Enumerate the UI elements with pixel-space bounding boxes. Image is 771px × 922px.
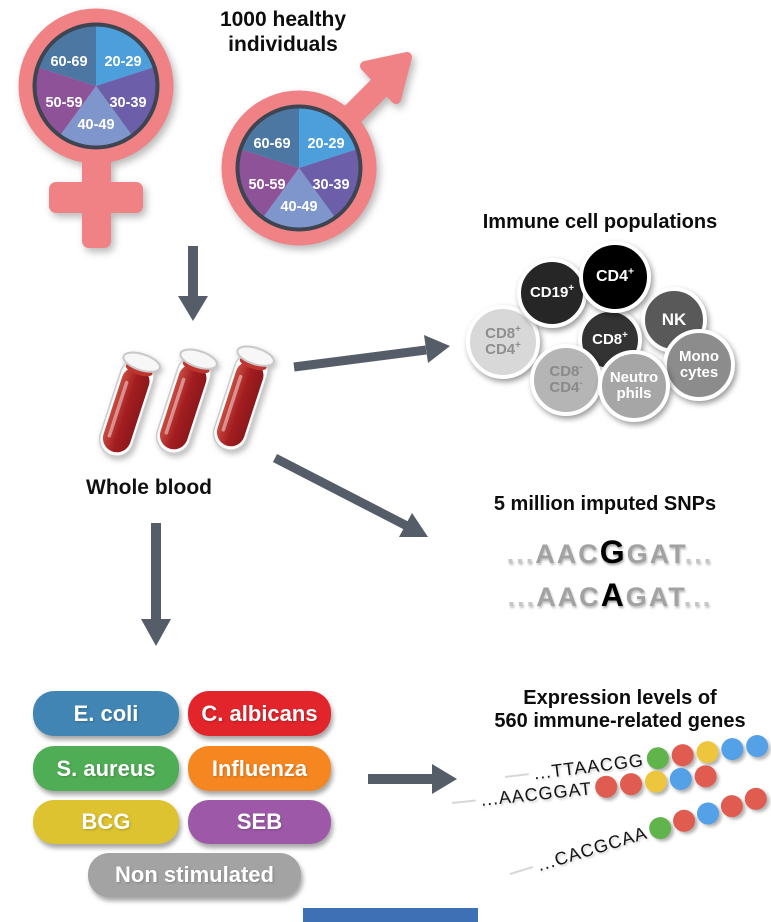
female-age-pie: 20-29 30-39 40-49 50-59 60-69 xyxy=(32,22,160,150)
snp-sequence-row-1: ...AACGGAT... xyxy=(506,534,714,570)
arrow-blood-to-cells xyxy=(293,335,450,372)
arrow-blood-to-stimuli xyxy=(141,523,171,646)
stimulus-pill-influenza: Influenza xyxy=(188,746,331,791)
age-label-60-69: 60-69 xyxy=(253,136,290,152)
expression-dot xyxy=(668,766,693,792)
strand-line xyxy=(504,773,529,778)
cell-cd19pos: CD19+ xyxy=(517,258,587,328)
male-symbol-icon: 20-29 30-39 40-49 50-59 60-69 xyxy=(221,52,412,246)
age-label-30-39: 30-39 xyxy=(312,177,349,193)
strand-line xyxy=(509,866,534,875)
age-label-40-49: 40-49 xyxy=(280,199,317,215)
age-label-50-59: 50-59 xyxy=(248,177,285,193)
arrow-stimuli-to-expression xyxy=(368,764,457,794)
snps-title: 5 million imputed SNPs xyxy=(493,493,717,515)
expression-dot xyxy=(618,772,643,797)
expression-dot xyxy=(643,769,668,794)
cohort-title: 1000 healthy individuals xyxy=(183,8,383,58)
female-symbol-icon: 20-29 30-39 40-49 50-59 60-69 xyxy=(18,8,174,248)
expression-dot xyxy=(719,736,745,762)
cohort-title-line2: individuals xyxy=(228,32,338,56)
age-label-20-29: 20-29 xyxy=(104,54,141,70)
expression-dot xyxy=(670,742,695,768)
whole-blood-label: Whole blood xyxy=(86,476,212,499)
age-label-20-29: 20-29 xyxy=(307,136,344,152)
expression-title-line1: Expression levels of xyxy=(523,687,717,709)
blood-tube xyxy=(212,345,275,451)
stimulus-pill-saureus: S. aureus xyxy=(33,746,179,791)
expression-dot xyxy=(670,807,698,835)
age-label-50-59: 50-59 xyxy=(45,95,82,111)
age-label-60-69: 60-69 xyxy=(50,54,87,70)
cell-cd8neg-cd4neg: CD8- CD4- xyxy=(530,344,602,416)
expression-dot xyxy=(645,746,670,771)
expression-dot xyxy=(694,799,722,828)
age-label-30-39: 30-39 xyxy=(109,95,146,111)
cell-neutrophils: Neutro phils xyxy=(598,350,670,422)
blood-tubes-icon xyxy=(98,345,275,457)
cropped-element-bottom xyxy=(303,908,478,922)
expression-dot xyxy=(593,774,618,799)
expression-title: Expression levels of 560 immune-related … xyxy=(470,687,770,733)
male-age-pie: 20-29 30-39 40-49 50-59 60-69 xyxy=(235,104,363,232)
stimulus-pill-calbicans: C. albicans xyxy=(188,691,331,736)
expression-dot xyxy=(646,814,674,842)
strand-sequence: ...CACGCAA xyxy=(534,822,650,875)
expression-dot xyxy=(694,739,720,765)
expression-dot xyxy=(718,792,746,820)
snp-sequence-row-2: ...AACAGAT... xyxy=(507,577,713,613)
cohort-title-line1: 1000 healthy xyxy=(219,8,347,31)
expression-dot xyxy=(744,733,770,759)
age-label-40-49: 40-49 xyxy=(77,117,114,133)
cell-monocytes: Mono cytes xyxy=(663,329,735,401)
cell-cd4pos: CD4+ xyxy=(579,241,651,313)
stimulus-pill-ecoli: E. coli xyxy=(33,691,179,736)
expression-title-line2: 560 immune-related genes xyxy=(494,710,746,732)
expression-dot xyxy=(742,785,770,813)
blood-tube xyxy=(98,351,161,457)
strand-line xyxy=(451,799,476,804)
strand-sequence: ...AACGGAT xyxy=(479,777,593,810)
expression-dot xyxy=(693,764,718,789)
stimulus-pill-bcg: BCG xyxy=(33,800,179,844)
stimulus-pill-nonstimulated: Non stimulated xyxy=(88,853,301,897)
immune-cells-title: Immune cell populations xyxy=(482,211,718,233)
blood-tube xyxy=(155,348,218,454)
stimulus-pill-seb: SEB xyxy=(188,800,331,844)
